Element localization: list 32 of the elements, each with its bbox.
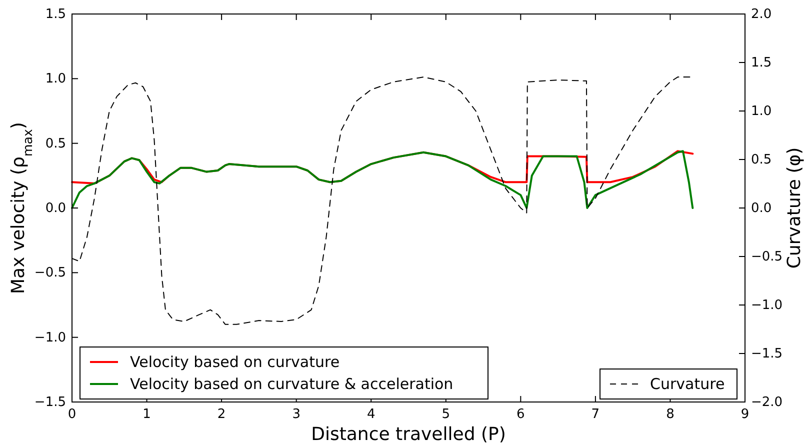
y2-axis-title: Curvature (φ) (784, 147, 805, 269)
x-tick-label: 0 (68, 407, 76, 422)
x-tick-label: 2 (217, 407, 226, 422)
x-tick-label: 9 (740, 407, 750, 422)
legend-label: Curvature (650, 375, 725, 393)
y-tick-label: 1.0 (45, 72, 66, 87)
x-tick-label: 4 (366, 407, 376, 422)
x-axis-title: Distance travelled (P) (311, 424, 506, 445)
y2-tick-label: −2.0 (751, 395, 783, 410)
y-tick-label: −1.0 (34, 330, 66, 346)
y2-tick-label: 0.0 (751, 201, 772, 216)
y2-tick-label: 2.0 (751, 7, 772, 22)
y2-tick-label: 1.5 (751, 56, 772, 70)
y2-tick-label: −1.0 (751, 298, 783, 313)
x-tick-label: 6 (516, 407, 525, 422)
legend-label: Velocity based on curvature (130, 353, 340, 371)
y2-tick-label: −1.5 (751, 346, 783, 362)
y-tick-label: 1.5 (45, 7, 66, 22)
y2-tick-label: −0.5 (751, 250, 783, 264)
x-tick-label: 1 (142, 407, 151, 422)
x-tick-label: 7 (591, 407, 600, 422)
x-tick-label: 3 (292, 407, 300, 422)
y-tick-label: −1.5 (34, 395, 66, 410)
y2-tick-label: 0.5 (751, 152, 772, 168)
y-tick-label: −0.5 (34, 266, 66, 281)
y2-tick-label: 1.0 (751, 104, 772, 119)
legend-label: Velocity based on curvature & acceleration (130, 375, 454, 393)
x-tick-label: 8 (666, 407, 674, 422)
line-series (71, 150, 694, 209)
y-tick-label: 0.5 (45, 136, 66, 152)
x-tick-label: 5 (442, 407, 450, 422)
y-tick-label: 0.0 (45, 201, 66, 216)
